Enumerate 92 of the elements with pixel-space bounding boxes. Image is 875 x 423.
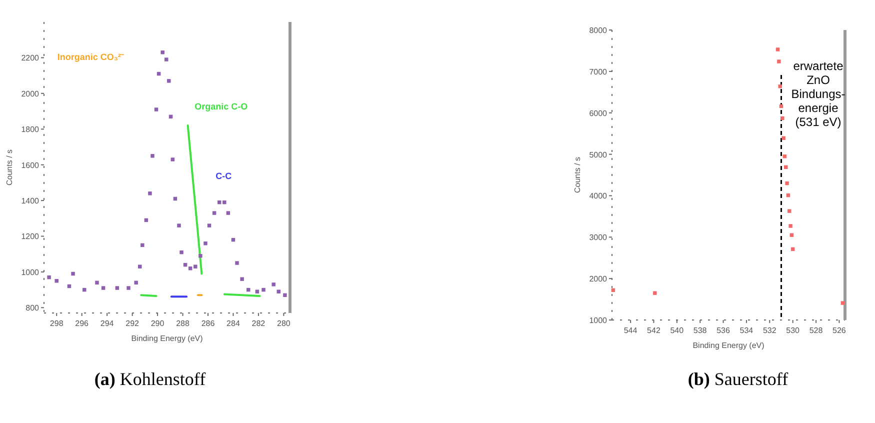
point <box>134 280 138 285</box>
point <box>788 224 792 228</box>
y-tick-label: 2000 <box>589 274 608 284</box>
point <box>170 158 175 162</box>
x-tick-label: 290 <box>150 319 165 328</box>
point <box>777 60 781 64</box>
point <box>207 224 212 228</box>
point <box>198 254 202 258</box>
x-tick-label: 540 <box>670 326 684 335</box>
x-axis-title: Binding Energy (eV) <box>131 334 204 343</box>
point <box>47 275 51 280</box>
point <box>150 154 154 158</box>
point <box>272 282 276 286</box>
point <box>126 286 130 290</box>
y-tick-label: 3000 <box>589 233 608 242</box>
point <box>222 200 226 204</box>
point <box>776 48 780 52</box>
point <box>101 286 106 290</box>
x-tick-label: 544 <box>624 326 638 335</box>
point <box>138 264 142 268</box>
x-tick-label: 294 <box>100 319 114 328</box>
x-tick-label: 298 <box>50 319 64 328</box>
y-tick-label: 6000 <box>589 108 608 118</box>
point <box>787 209 792 213</box>
x-tick-label: 532 <box>762 326 777 335</box>
point <box>54 278 58 283</box>
x-tick-label: 296 <box>75 319 90 328</box>
x-axis-title: Binding Energy (eV) <box>692 341 765 350</box>
x-tick-label: 542 <box>647 326 661 335</box>
point <box>785 181 789 186</box>
x-tick-label: 280 <box>277 319 291 328</box>
y-tick-label: 2000 <box>21 89 40 98</box>
y-tick-label: 1800 <box>21 125 40 134</box>
annotation: Organic C-O <box>194 101 248 112</box>
point <box>262 288 266 292</box>
y-tick-label: 1000 <box>21 268 40 277</box>
point <box>168 114 173 118</box>
point <box>226 211 230 215</box>
x-tick-label: 292 <box>126 319 140 328</box>
x-tick-label: 526 <box>832 326 846 335</box>
x-tick-label: 282 <box>252 319 266 328</box>
point <box>204 242 208 246</box>
y-tick-label: 1200 <box>21 232 40 242</box>
y-axis-title: Counts / s <box>573 156 582 194</box>
y-tick-label: 4000 <box>589 192 608 201</box>
point <box>235 261 239 265</box>
point <box>177 224 181 228</box>
y-tick-label: 1000 <box>589 316 608 325</box>
point <box>276 290 281 294</box>
y-tick-label: 2200 <box>21 54 40 63</box>
point <box>194 264 198 268</box>
point <box>95 280 99 285</box>
x-tick-label: 528 <box>809 326 824 335</box>
point <box>71 272 75 276</box>
x-tick-label: 530 <box>786 326 800 335</box>
point <box>780 116 784 120</box>
point <box>782 136 786 140</box>
y-tick-label: 800 <box>26 304 40 313</box>
x-tick-label: 288 <box>176 319 190 328</box>
annotation: C-C <box>216 171 232 182</box>
point <box>653 291 657 295</box>
point <box>255 290 260 294</box>
x-tick-label: 534 <box>740 326 754 335</box>
annotation: Inorganic CO₃²⁻ <box>57 52 124 62</box>
x-tick-label: 286 <box>201 319 216 328</box>
point <box>840 301 845 305</box>
ref-line-label: erwartete ZnO Bindungs- energie (531 eV) <box>791 59 846 129</box>
point <box>167 79 171 83</box>
point <box>164 58 168 62</box>
y-tick-label: 1400 <box>21 196 40 206</box>
point <box>180 250 184 254</box>
point <box>160 50 164 54</box>
point <box>790 233 794 237</box>
x-tick-label: 284 <box>226 319 240 328</box>
y-tick-label: 8000 <box>589 26 608 35</box>
y-axis-title: Counts / s <box>5 149 14 186</box>
point <box>140 243 144 248</box>
y-tick-label: 1600 <box>21 160 40 170</box>
x-tick-label: 538 <box>693 326 708 335</box>
point <box>240 277 244 281</box>
point <box>154 108 158 112</box>
text: (a) Kohlenstoff <box>94 369 206 389</box>
point <box>778 84 782 88</box>
point <box>283 293 287 298</box>
text: (b) Sauerstoff <box>688 369 788 389</box>
y-tick-label: 7000 <box>589 67 608 76</box>
point <box>115 286 120 290</box>
point <box>784 165 788 169</box>
point <box>212 211 216 215</box>
point <box>148 192 152 196</box>
x-tick-label: 536 <box>716 326 730 335</box>
y-tick-label: 5000 <box>589 150 608 160</box>
